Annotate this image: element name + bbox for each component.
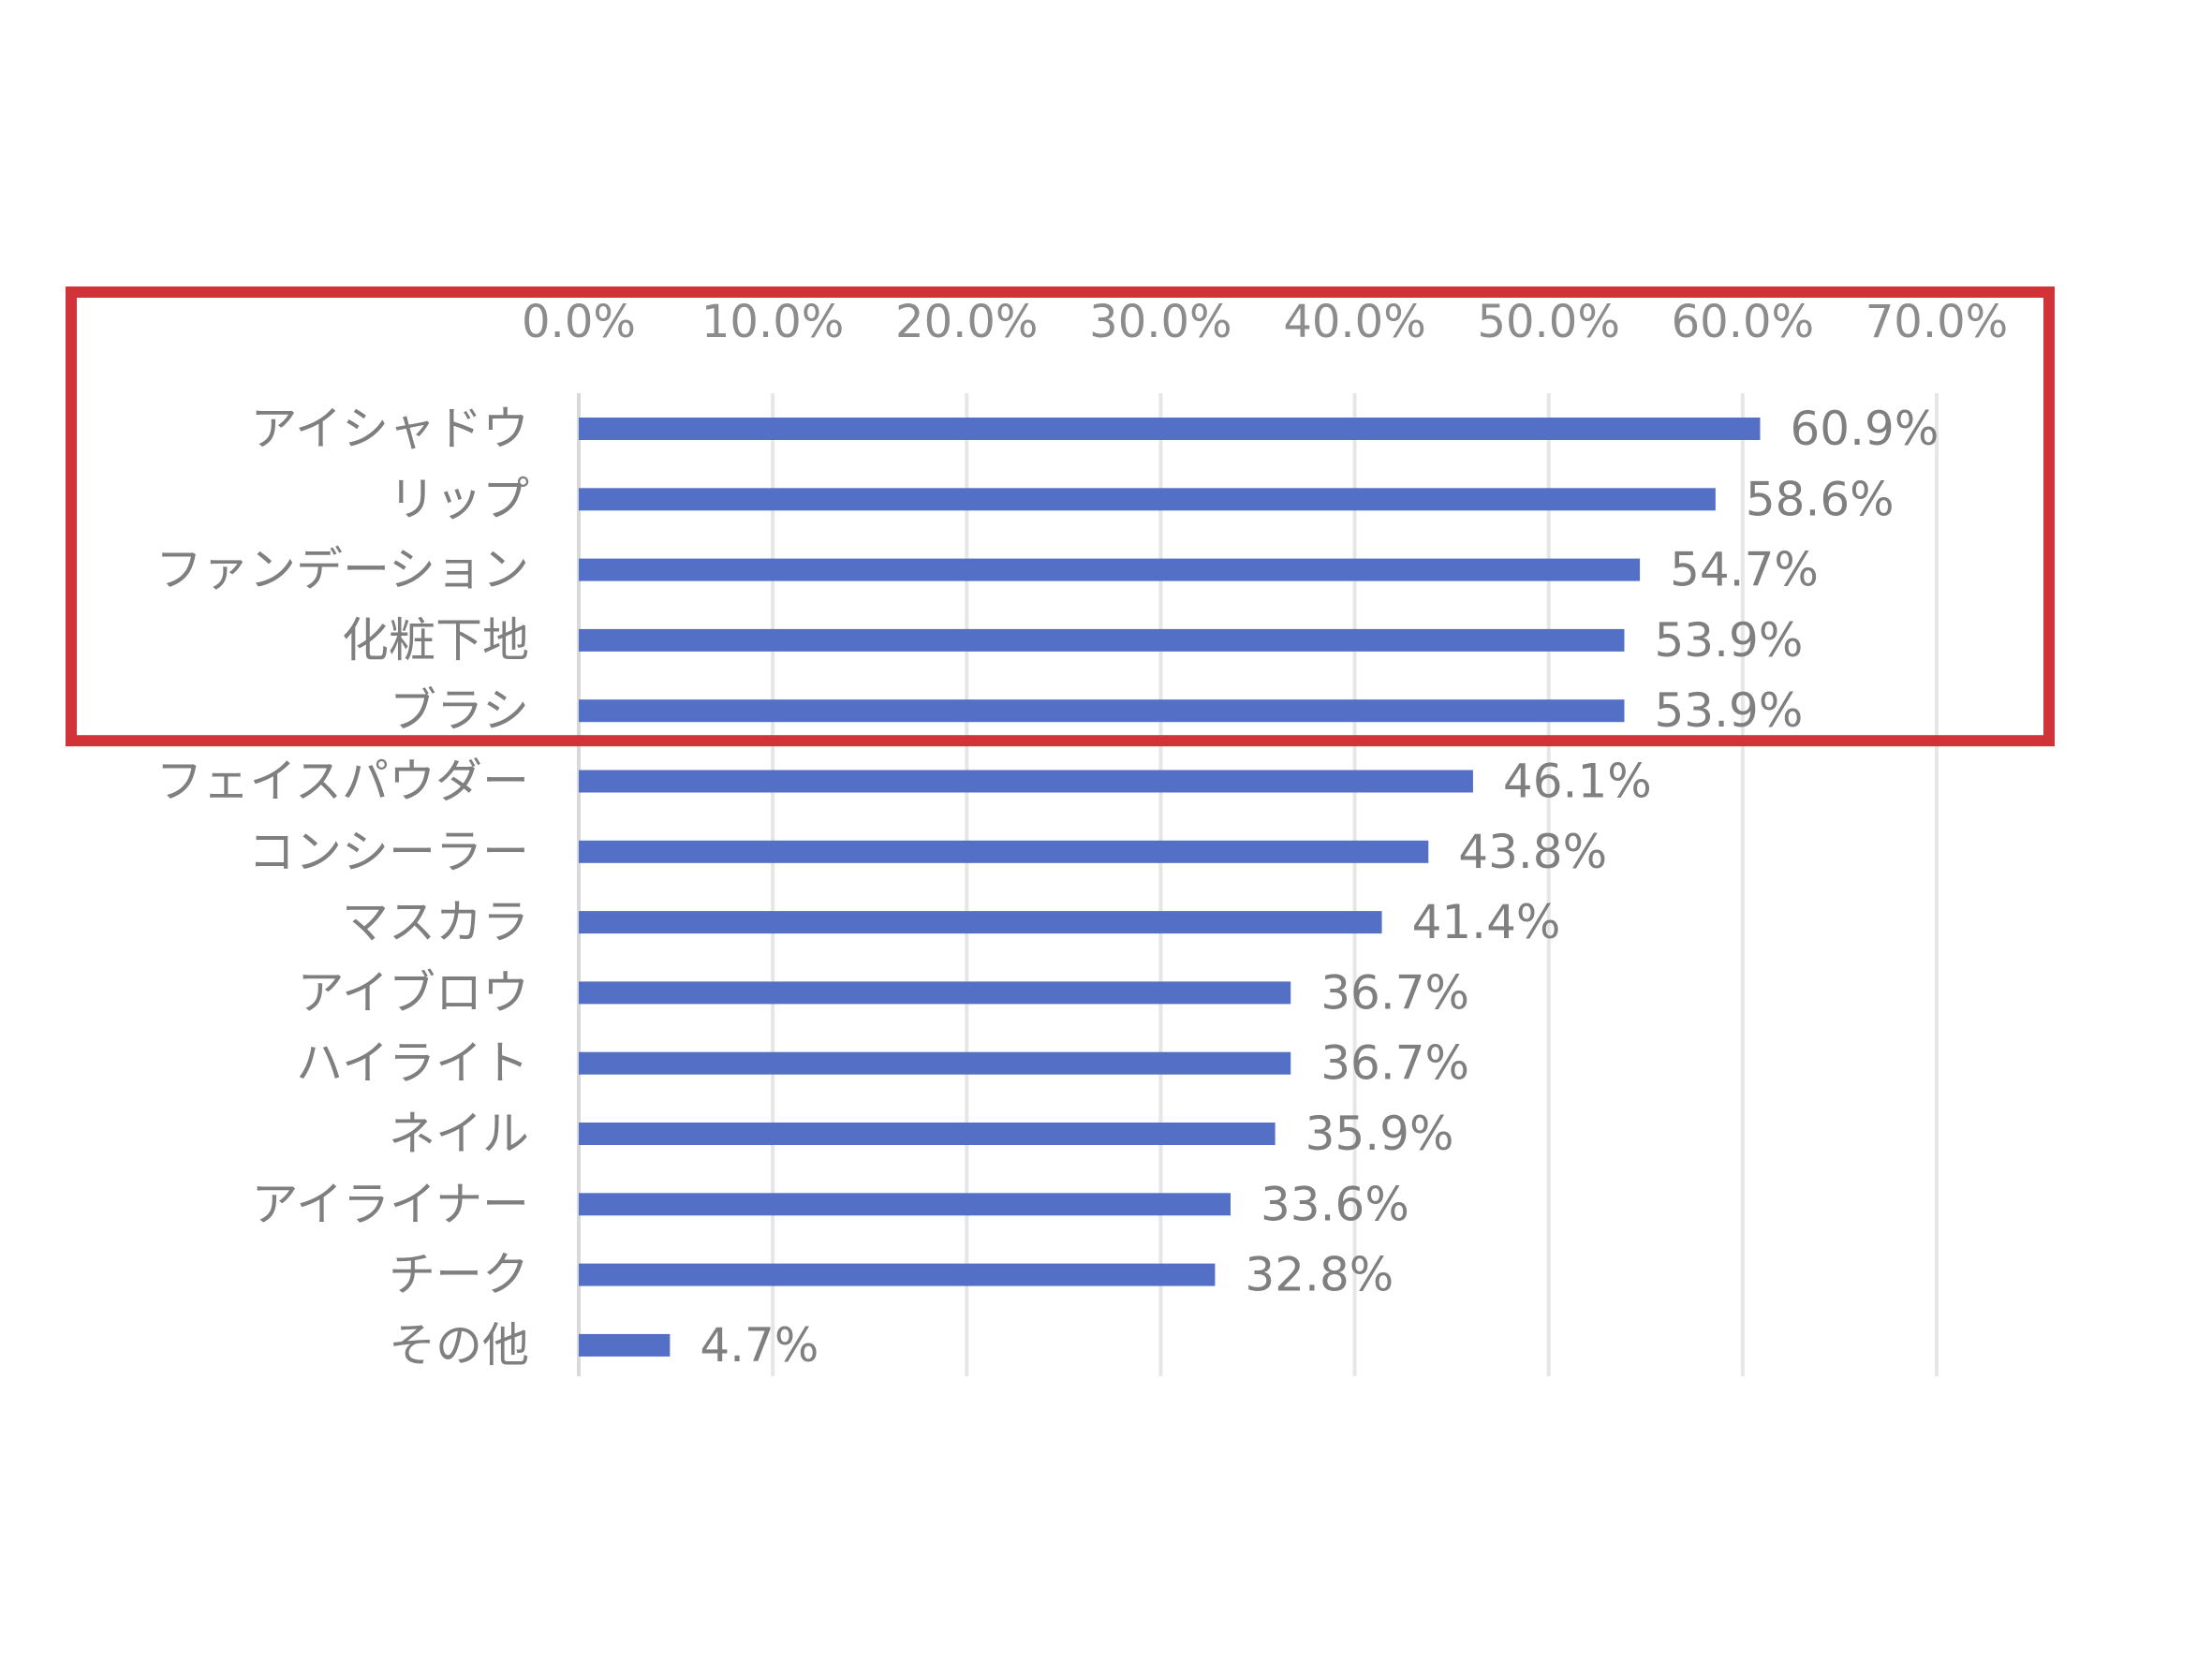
category-label: アイライナー bbox=[252, 1177, 530, 1231]
data-label: 36.7% bbox=[1320, 965, 1469, 1020]
highlight-box bbox=[66, 286, 2055, 747]
x-axis-tick-labels: 0.0% 10.0% 20.0% 30.0% 40.0% 50.0% 60.0% 70.0% bbox=[522, 296, 2008, 348]
data-label: 33.6% bbox=[1261, 1177, 1409, 1231]
x-tick-label: 60.0% bbox=[1672, 296, 1814, 348]
category-label: リップ bbox=[389, 472, 529, 526]
category-label: ファンデーション bbox=[155, 543, 529, 597]
category-label: アイブロウ bbox=[298, 965, 530, 1020]
bars bbox=[579, 418, 1761, 1357]
category-label: コンシーラー bbox=[248, 825, 529, 879]
bar bbox=[579, 840, 1429, 863]
bar bbox=[579, 628, 1625, 652]
gridlines bbox=[577, 393, 1939, 1376]
data-label: 53.9% bbox=[1655, 683, 1804, 738]
x-tick-label: 70.0% bbox=[1865, 296, 2008, 348]
data-label: 4.7% bbox=[700, 1318, 818, 1373]
category-label: アイシャドウ bbox=[251, 402, 530, 456]
x-tick-label: 10.0% bbox=[701, 296, 844, 348]
category-label: ネイル bbox=[389, 1107, 529, 1161]
bar bbox=[579, 1193, 1231, 1216]
bar bbox=[579, 1051, 1291, 1075]
category-label: フェイスパウダー bbox=[156, 755, 530, 809]
data-label: 58.6% bbox=[1746, 472, 1895, 526]
data-label: 43.8% bbox=[1458, 825, 1607, 879]
bar bbox=[579, 981, 1291, 1005]
data-label: 36.7% bbox=[1320, 1036, 1469, 1091]
category-label: ハイライト bbox=[296, 1036, 529, 1091]
category-label: その他 bbox=[389, 1318, 529, 1373]
data-label: 41.4% bbox=[1412, 895, 1561, 949]
bar bbox=[579, 911, 1382, 934]
category-label: 化粧下地 bbox=[342, 613, 529, 668]
category-label: マスカラ bbox=[342, 895, 529, 949]
data-label: 35.9% bbox=[1305, 1107, 1454, 1161]
bar bbox=[579, 488, 1716, 511]
category-label: チーク bbox=[389, 1248, 529, 1302]
data-label: 32.8% bbox=[1245, 1248, 1394, 1302]
bar bbox=[579, 558, 1641, 581]
data-label: 60.9% bbox=[1791, 402, 1939, 456]
bar bbox=[579, 770, 1473, 793]
bar bbox=[579, 418, 1761, 440]
bar bbox=[579, 1123, 1276, 1145]
data-label: 54.7% bbox=[1670, 543, 1819, 597]
bar bbox=[579, 699, 1625, 723]
x-tick-label: 0.0% bbox=[522, 296, 636, 348]
x-tick-label: 40.0% bbox=[1283, 296, 1425, 348]
data-label: 46.1% bbox=[1503, 755, 1652, 809]
x-tick-label: 50.0% bbox=[1477, 296, 1619, 348]
bar bbox=[579, 1263, 1216, 1286]
data-labels: 60.9%58.6%54.7%53.9%53.9%46.1%43.8%41.4%… bbox=[700, 402, 1939, 1373]
x-tick-label: 30.0% bbox=[1089, 296, 1231, 348]
category-label: ブラシ bbox=[390, 683, 529, 738]
data-label: 53.9% bbox=[1655, 613, 1804, 668]
category-labels: アイシャドウリップファンデーション化粧下地ブラシフェイスパウダーコンシーラーマス… bbox=[155, 402, 529, 1373]
bar bbox=[579, 1333, 671, 1357]
x-tick-label: 20.0% bbox=[895, 296, 1038, 348]
